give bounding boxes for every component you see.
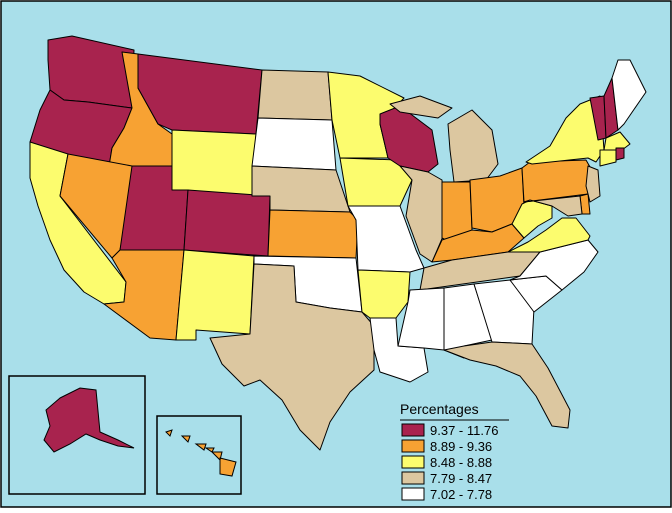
- legend-label-2: 8.48 - 8.88: [430, 455, 492, 470]
- state-hawaii: [165, 429, 237, 477]
- legend-swatch-0: [401, 423, 425, 437]
- state-rhode-island: [615, 147, 625, 161]
- legend-label-3: 7.79 - 8.47: [430, 471, 492, 486]
- legend-swatch-1: [401, 439, 425, 453]
- states-layer: [29, 35, 647, 451]
- state-texas: [209, 263, 375, 451]
- state-south-dakota: [251, 117, 337, 171]
- state-west-virginia: [511, 199, 553, 239]
- state-massachusetts: [603, 131, 631, 151]
- legend-items: 9.37 - 11.768.89 - 9.368.48 - 8.887.79 -…: [401, 423, 498, 502]
- state-north-dakota: [257, 69, 333, 121]
- state-connecticut: [599, 149, 617, 167]
- legend-title: Percentages: [400, 401, 479, 417]
- state-colorado: [183, 189, 271, 257]
- state-new-mexico: [175, 249, 255, 341]
- state-virginia: [507, 217, 591, 253]
- state-florida: [443, 341, 571, 429]
- legend-swatch-2: [401, 455, 425, 469]
- state-michigan: [389, 95, 499, 183]
- legend-swatch-3: [401, 471, 425, 485]
- state-missouri: [347, 205, 425, 273]
- state-maine: [611, 59, 647, 131]
- state-maryland: [523, 195, 583, 217]
- hawaii-inset-frame: [156, 415, 242, 495]
- legend-swatch-4: [401, 487, 425, 501]
- state-wyoming: [171, 129, 257, 197]
- state-iowa: [339, 157, 413, 207]
- state-kansas: [267, 209, 359, 259]
- legend-label-1: 8.89 - 9.36: [430, 439, 492, 454]
- state-alaska: [43, 387, 135, 453]
- legend-label-4: 7.02 - 7.78: [430, 487, 492, 502]
- state-new-jersey: [585, 165, 601, 203]
- state-georgia: [473, 279, 535, 345]
- map-legend: Percentages 9.37 - 11.768.89 - 9.368.48 …: [400, 401, 509, 502]
- state-louisiana: [369, 317, 429, 383]
- legend-label-0: 9.37 - 11.76: [430, 423, 498, 438]
